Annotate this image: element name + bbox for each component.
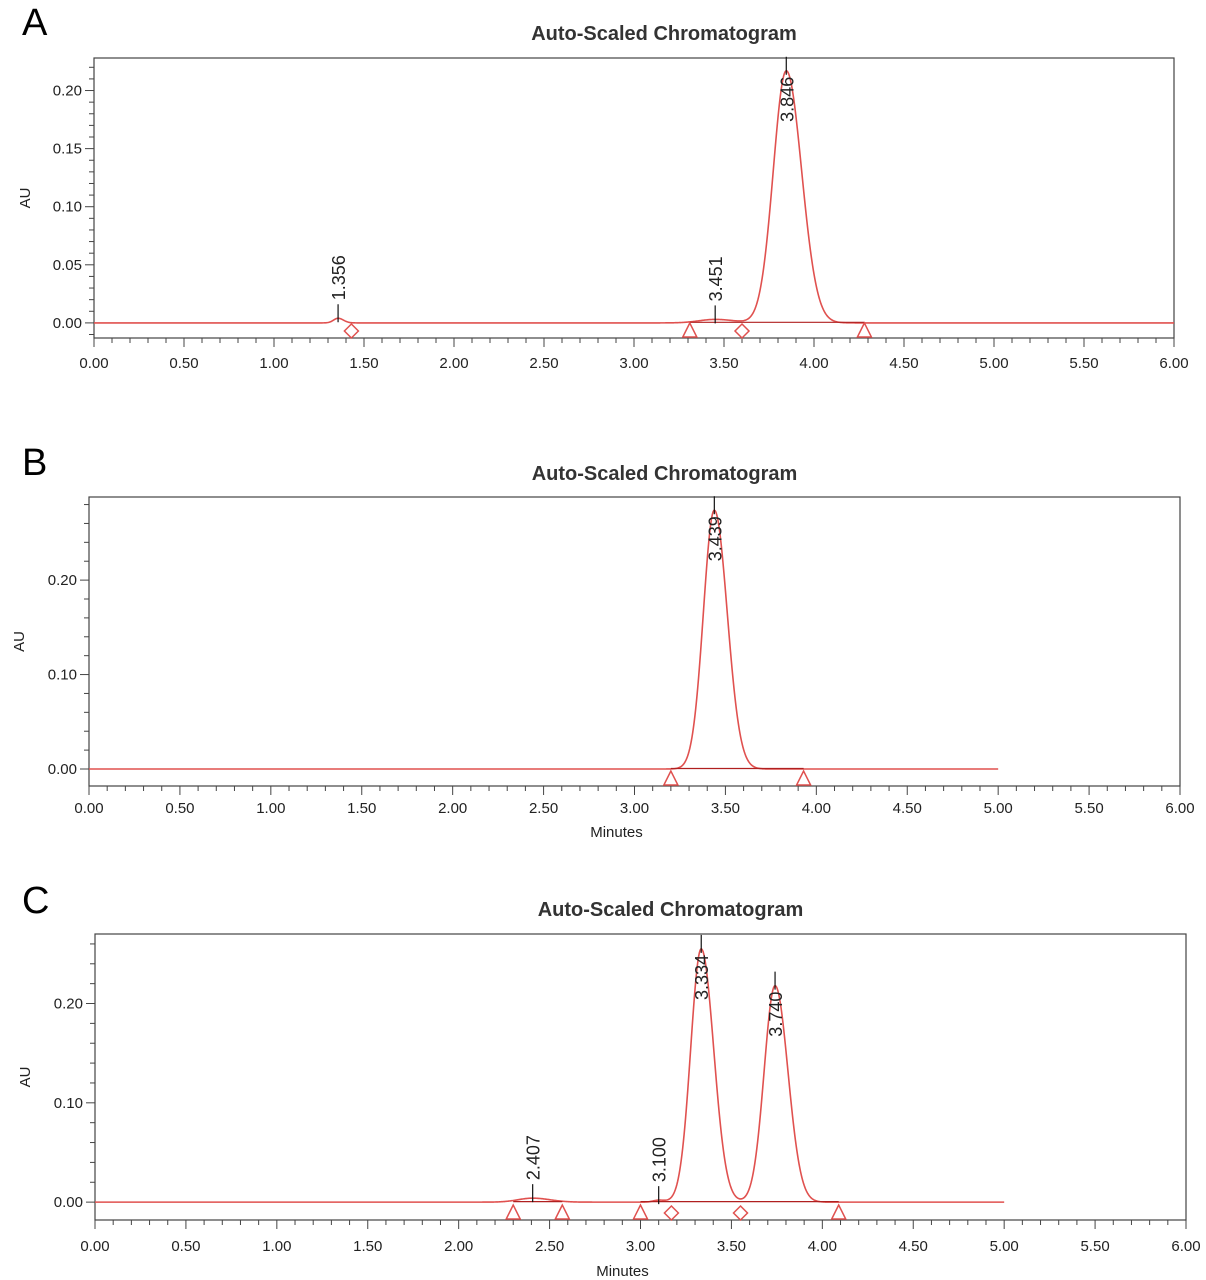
x-tick-label: 0.00 xyxy=(79,355,108,372)
y-tick-label: 0.10 xyxy=(54,1095,83,1112)
x-tick-label: 3.00 xyxy=(626,1238,655,1255)
triangle-marker xyxy=(830,1203,847,1220)
panel-letter-a: A xyxy=(22,2,48,44)
x-tick-label: 4.50 xyxy=(889,355,918,372)
x-tick-label: 4.00 xyxy=(808,1238,837,1255)
x-tick-label: 1.00 xyxy=(259,355,288,372)
peak-label: 2.407 xyxy=(524,1135,544,1180)
y-tick-label: 0.20 xyxy=(54,996,83,1013)
peak-label: 3.100 xyxy=(650,1137,670,1182)
triangle-marker xyxy=(795,769,812,786)
x-tick-label: 3.50 xyxy=(711,800,740,817)
triangle-marker xyxy=(662,769,680,786)
x-tick-label: 0.00 xyxy=(74,800,103,817)
x-tick-label: 1.50 xyxy=(349,355,378,372)
x-tick-label: 1.00 xyxy=(262,1238,291,1255)
diamond-marker xyxy=(732,1204,749,1222)
x-tick-label: 5.50 xyxy=(1080,1238,1109,1255)
x-tick-label: 0.00 xyxy=(80,1238,109,1255)
x-axis-title: Minutes xyxy=(596,1263,649,1280)
x-tick-label: 5.00 xyxy=(979,355,1008,372)
x-tick-label: 5.50 xyxy=(1074,800,1103,817)
x-tick-label: 3.50 xyxy=(717,1238,746,1255)
x-tick-label: 6.00 xyxy=(1171,1238,1200,1255)
x-tick-label: 1.50 xyxy=(347,800,376,817)
y-tick-label: 0.00 xyxy=(48,761,77,778)
x-tick-label: 2.00 xyxy=(444,1238,473,1255)
x-axis-title: Minutes xyxy=(590,824,643,841)
triangle-marker xyxy=(505,1203,522,1220)
x-tick-label: 5.50 xyxy=(1069,355,1098,372)
panel-b: B Auto-Scaled Chromatogram 0.00 0.50 1.00 1.… xyxy=(0,440,1206,850)
x-tick-label: 0.50 xyxy=(169,355,198,372)
chart-title: Auto-Scaled Chromatogram xyxy=(538,899,804,921)
peak-label: 3.846 xyxy=(777,77,797,122)
x-tick-label: 1.50 xyxy=(353,1238,382,1255)
x-tick-label: 2.50 xyxy=(529,800,558,817)
y-axis-title: AU xyxy=(17,1067,34,1088)
triangle-marker xyxy=(681,321,699,338)
y-tick-label: 0.20 xyxy=(53,83,82,100)
peak-label: 3.740 xyxy=(766,992,786,1037)
peak-label: 1.356 xyxy=(329,255,349,300)
y-tick-label: 0.10 xyxy=(53,199,82,216)
plot-frame xyxy=(94,933,1187,1221)
plot-frame xyxy=(88,496,1181,787)
signal-trace xyxy=(89,509,999,770)
triangle-marker xyxy=(554,1203,571,1220)
x-tick-label: 1.00 xyxy=(256,800,285,817)
y-axis-title: AU xyxy=(11,631,28,652)
x-tick-label: 2.00 xyxy=(439,355,468,372)
panel-letter-b: B xyxy=(22,442,48,484)
chart-title: Auto-Scaled Chromatogram xyxy=(532,463,798,485)
x-tick-label: 0.50 xyxy=(171,1238,200,1255)
x-tick-label: 6.00 xyxy=(1159,355,1188,372)
x-tick-label: 3.00 xyxy=(620,800,649,817)
diamond-marker xyxy=(733,322,751,340)
signal-trace xyxy=(94,70,1174,324)
peak-label: 3.439 xyxy=(705,516,725,561)
x-tick-label: 5.00 xyxy=(984,800,1013,817)
y-tick-label: 0.00 xyxy=(53,315,82,332)
chromatogram-b: Auto-Scaled Chromatogram 0.00 0.50 1.00 1.50… xyxy=(11,463,1195,841)
panel-letter-c: C xyxy=(22,880,50,922)
chromatogram-c: Auto-Scaled Chromatogram 0.00 0.50 1.00 1.50… xyxy=(17,899,1201,1280)
x-tick-label: 2.50 xyxy=(529,355,558,372)
x-tick-label: 4.00 xyxy=(799,355,828,372)
x-tick-label: 3.50 xyxy=(709,355,738,372)
diamond-marker xyxy=(343,322,360,340)
x-tick-label: 4.00 xyxy=(802,800,831,817)
panel-a: A Auto-Scaled Chromatogram 0.00 0.50 1.00 1.… xyxy=(0,0,1206,400)
x-tick-label: 3.00 xyxy=(619,355,648,372)
peak-label: 3.334 xyxy=(692,955,712,1000)
triangle-marker xyxy=(856,321,873,338)
x-tick-label: 2.00 xyxy=(438,800,467,817)
x-tick-label: 0.50 xyxy=(165,800,194,817)
y-tick-label: 0.20 xyxy=(48,572,77,589)
y-tick-label: 0.15 xyxy=(53,141,82,158)
x-tick-label: 4.50 xyxy=(893,800,922,817)
panel-c: C Auto-Scaled Chromatogram 0.00 0.50 1.00 1.… xyxy=(0,878,1206,1280)
y-tick-label: 0.10 xyxy=(48,667,77,684)
signal-trace xyxy=(95,948,1005,1203)
chart-title: Auto-Scaled Chromatogram xyxy=(531,23,797,45)
y-tick-label: 0.05 xyxy=(53,257,82,274)
triangle-marker xyxy=(632,1203,649,1220)
diamond-marker xyxy=(663,1204,680,1222)
x-tick-label: 2.50 xyxy=(535,1238,564,1255)
plot-frame xyxy=(93,57,1175,339)
x-tick-label: 5.00 xyxy=(990,1238,1019,1255)
x-tick-label: 6.00 xyxy=(1165,800,1194,817)
y-tick-label: 0.00 xyxy=(54,1194,83,1211)
x-tick-label: 4.50 xyxy=(899,1238,928,1255)
peak-label: 3.451 xyxy=(706,256,726,301)
y-axis-title: AU xyxy=(17,188,34,209)
chromatogram-a: Auto-Scaled Chromatogram 0.00 0.50 1.00 1.50… xyxy=(17,23,1189,372)
